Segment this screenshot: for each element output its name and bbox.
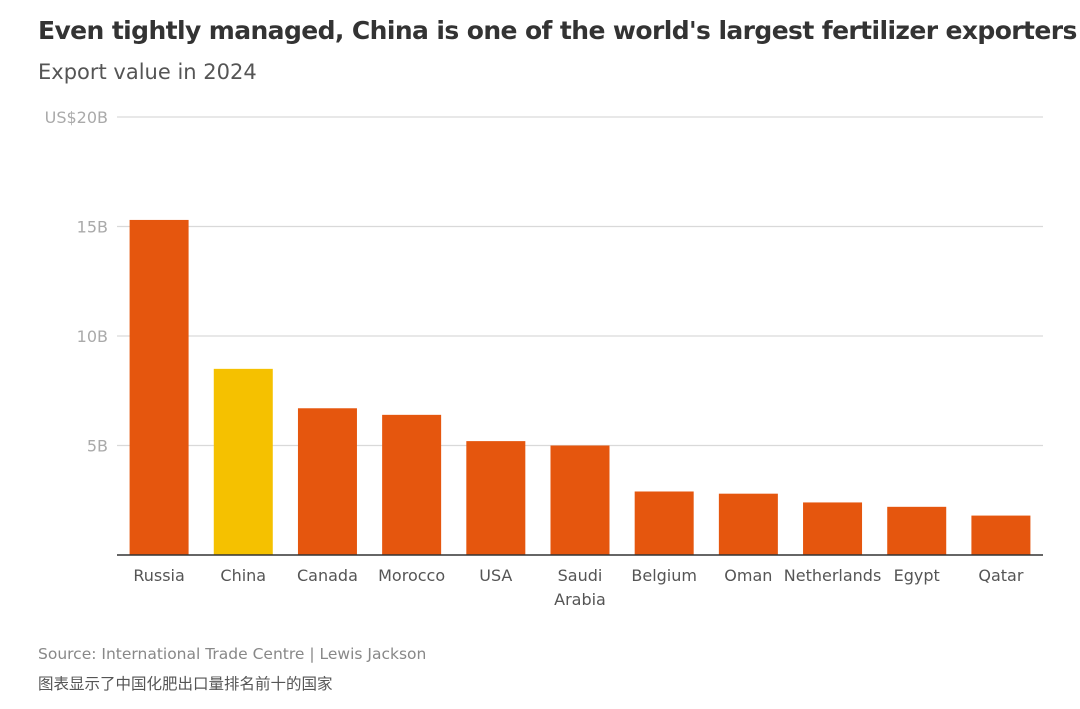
x-tick-label: Egypt: [894, 566, 940, 585]
bar-china: [213, 368, 273, 555]
x-tick-label: Qatar: [978, 566, 1023, 585]
y-tick-label: 10B: [77, 327, 108, 346]
bar-saudi-arabia: [550, 445, 610, 555]
x-tick-label: Saudi: [558, 566, 603, 585]
source-note: Source: International Trade Centre | Lew…: [38, 645, 427, 663]
bar-oman: [718, 493, 778, 555]
chart-title: Even tightly managed, China is one of th…: [38, 16, 1077, 45]
bar-egypt: [887, 506, 947, 555]
x-tick-label: China: [220, 566, 266, 585]
bar-qatar: [971, 515, 1031, 555]
bar-russia: [129, 219, 189, 555]
bar-netherlands: [803, 502, 863, 555]
x-tick-label: Russia: [133, 566, 184, 585]
bar-belgium: [634, 491, 694, 555]
y-tick-label: 5B: [87, 437, 108, 456]
y-tick-label: US$20B: [45, 108, 108, 127]
chart-subtitle: Export value in 2024: [38, 60, 257, 84]
x-tick-label: Netherlands: [784, 566, 882, 585]
x-tick-label: Arabia: [554, 590, 606, 609]
chinese-caption: 图表显示了中国化肥出口量排名前十的国家: [38, 675, 333, 693]
x-tick-label: USA: [479, 566, 512, 585]
bar-canada: [297, 408, 357, 555]
x-tick-label: Canada: [297, 566, 358, 585]
x-tick-label: Belgium: [631, 566, 697, 585]
x-tick-label: Oman: [724, 566, 772, 585]
x-tick-label: Morocco: [378, 566, 445, 585]
bar-usa: [466, 441, 526, 555]
bar-morocco: [382, 414, 442, 555]
y-tick-label: 15B: [77, 218, 108, 237]
